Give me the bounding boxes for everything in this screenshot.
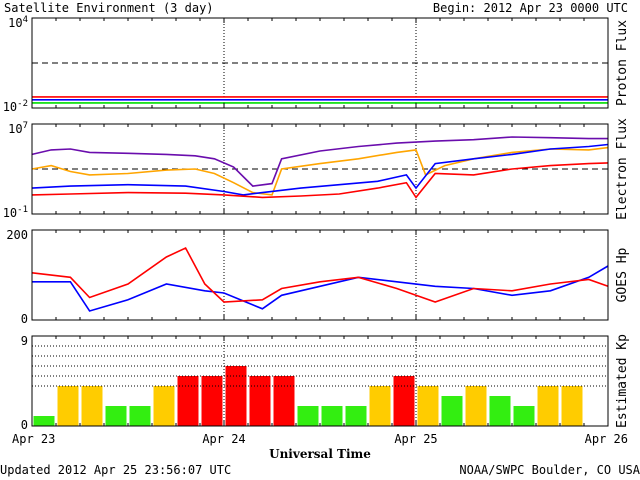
y-tick-label-bottom: 0 <box>21 312 28 326</box>
kp-bar <box>561 386 583 426</box>
x-tick-label: Apr 25 <box>394 432 437 446</box>
series-line <box>31 136 608 187</box>
series-line <box>31 143 609 196</box>
y-tick-label-bottom: 10-2 <box>3 99 28 114</box>
x-axis-label: Universal Time <box>269 447 371 461</box>
kp-bar <box>177 376 199 426</box>
title: Satellite Environment (3 day) <box>4 1 214 15</box>
kp-bar <box>513 406 535 426</box>
updated-timestamp: Updated 2012 Apr 25 23:56:07 UTC <box>0 463 232 477</box>
kp-bar <box>129 406 151 426</box>
kp-bar <box>417 386 439 426</box>
y-tick-label-top: 104 <box>8 15 28 30</box>
kp-bar <box>273 376 295 426</box>
kp-bar <box>225 366 247 426</box>
y-tick-label-top: 9 <box>21 334 28 348</box>
kp-bar <box>81 386 103 426</box>
kp-bar <box>33 416 55 426</box>
kp-bar <box>345 406 367 426</box>
kp-bar <box>465 386 487 426</box>
kp-bar <box>369 386 391 426</box>
panel-ylabel: Electron Flux <box>615 118 630 220</box>
begin-time: Begin: 2012 Apr 23 0000 UTC <box>432 1 628 15</box>
kp-bar <box>441 396 463 426</box>
credit: NOAA/SWPC Boulder, CO USA <box>459 463 640 477</box>
y-tick-label-bottom: 10-1 <box>3 205 28 220</box>
kp-bar <box>321 406 343 426</box>
kp-bar <box>57 386 79 426</box>
panel-frame <box>31 229 609 321</box>
kp-bar <box>153 386 175 426</box>
kp-bar <box>393 376 415 426</box>
panel-ylabel: Estimated Kp <box>615 334 630 428</box>
kp-bar <box>105 406 127 426</box>
series-line <box>31 146 609 196</box>
kp-bar <box>201 376 223 426</box>
series-line <box>31 246 609 303</box>
y-tick-label-top: 200 <box>6 228 28 242</box>
x-tick-label: Apr 24 <box>202 432 245 446</box>
panel-ylabel: GOES Hp <box>615 247 630 302</box>
series-line <box>31 162 609 199</box>
kp-bar <box>489 396 511 426</box>
series-line <box>32 265 609 312</box>
x-tick-label: Apr 26 <box>585 432 628 446</box>
kp-bar <box>297 406 319 426</box>
panel-ylabel: Proton Flux <box>615 20 630 106</box>
y-tick-label-bottom: 0 <box>21 418 28 432</box>
kp-bar <box>537 386 559 426</box>
panel-frame <box>31 17 609 109</box>
x-tick-label: Apr 23 <box>12 432 55 446</box>
kp-bar <box>249 376 271 426</box>
y-tick-label-top: 107 <box>8 121 28 136</box>
